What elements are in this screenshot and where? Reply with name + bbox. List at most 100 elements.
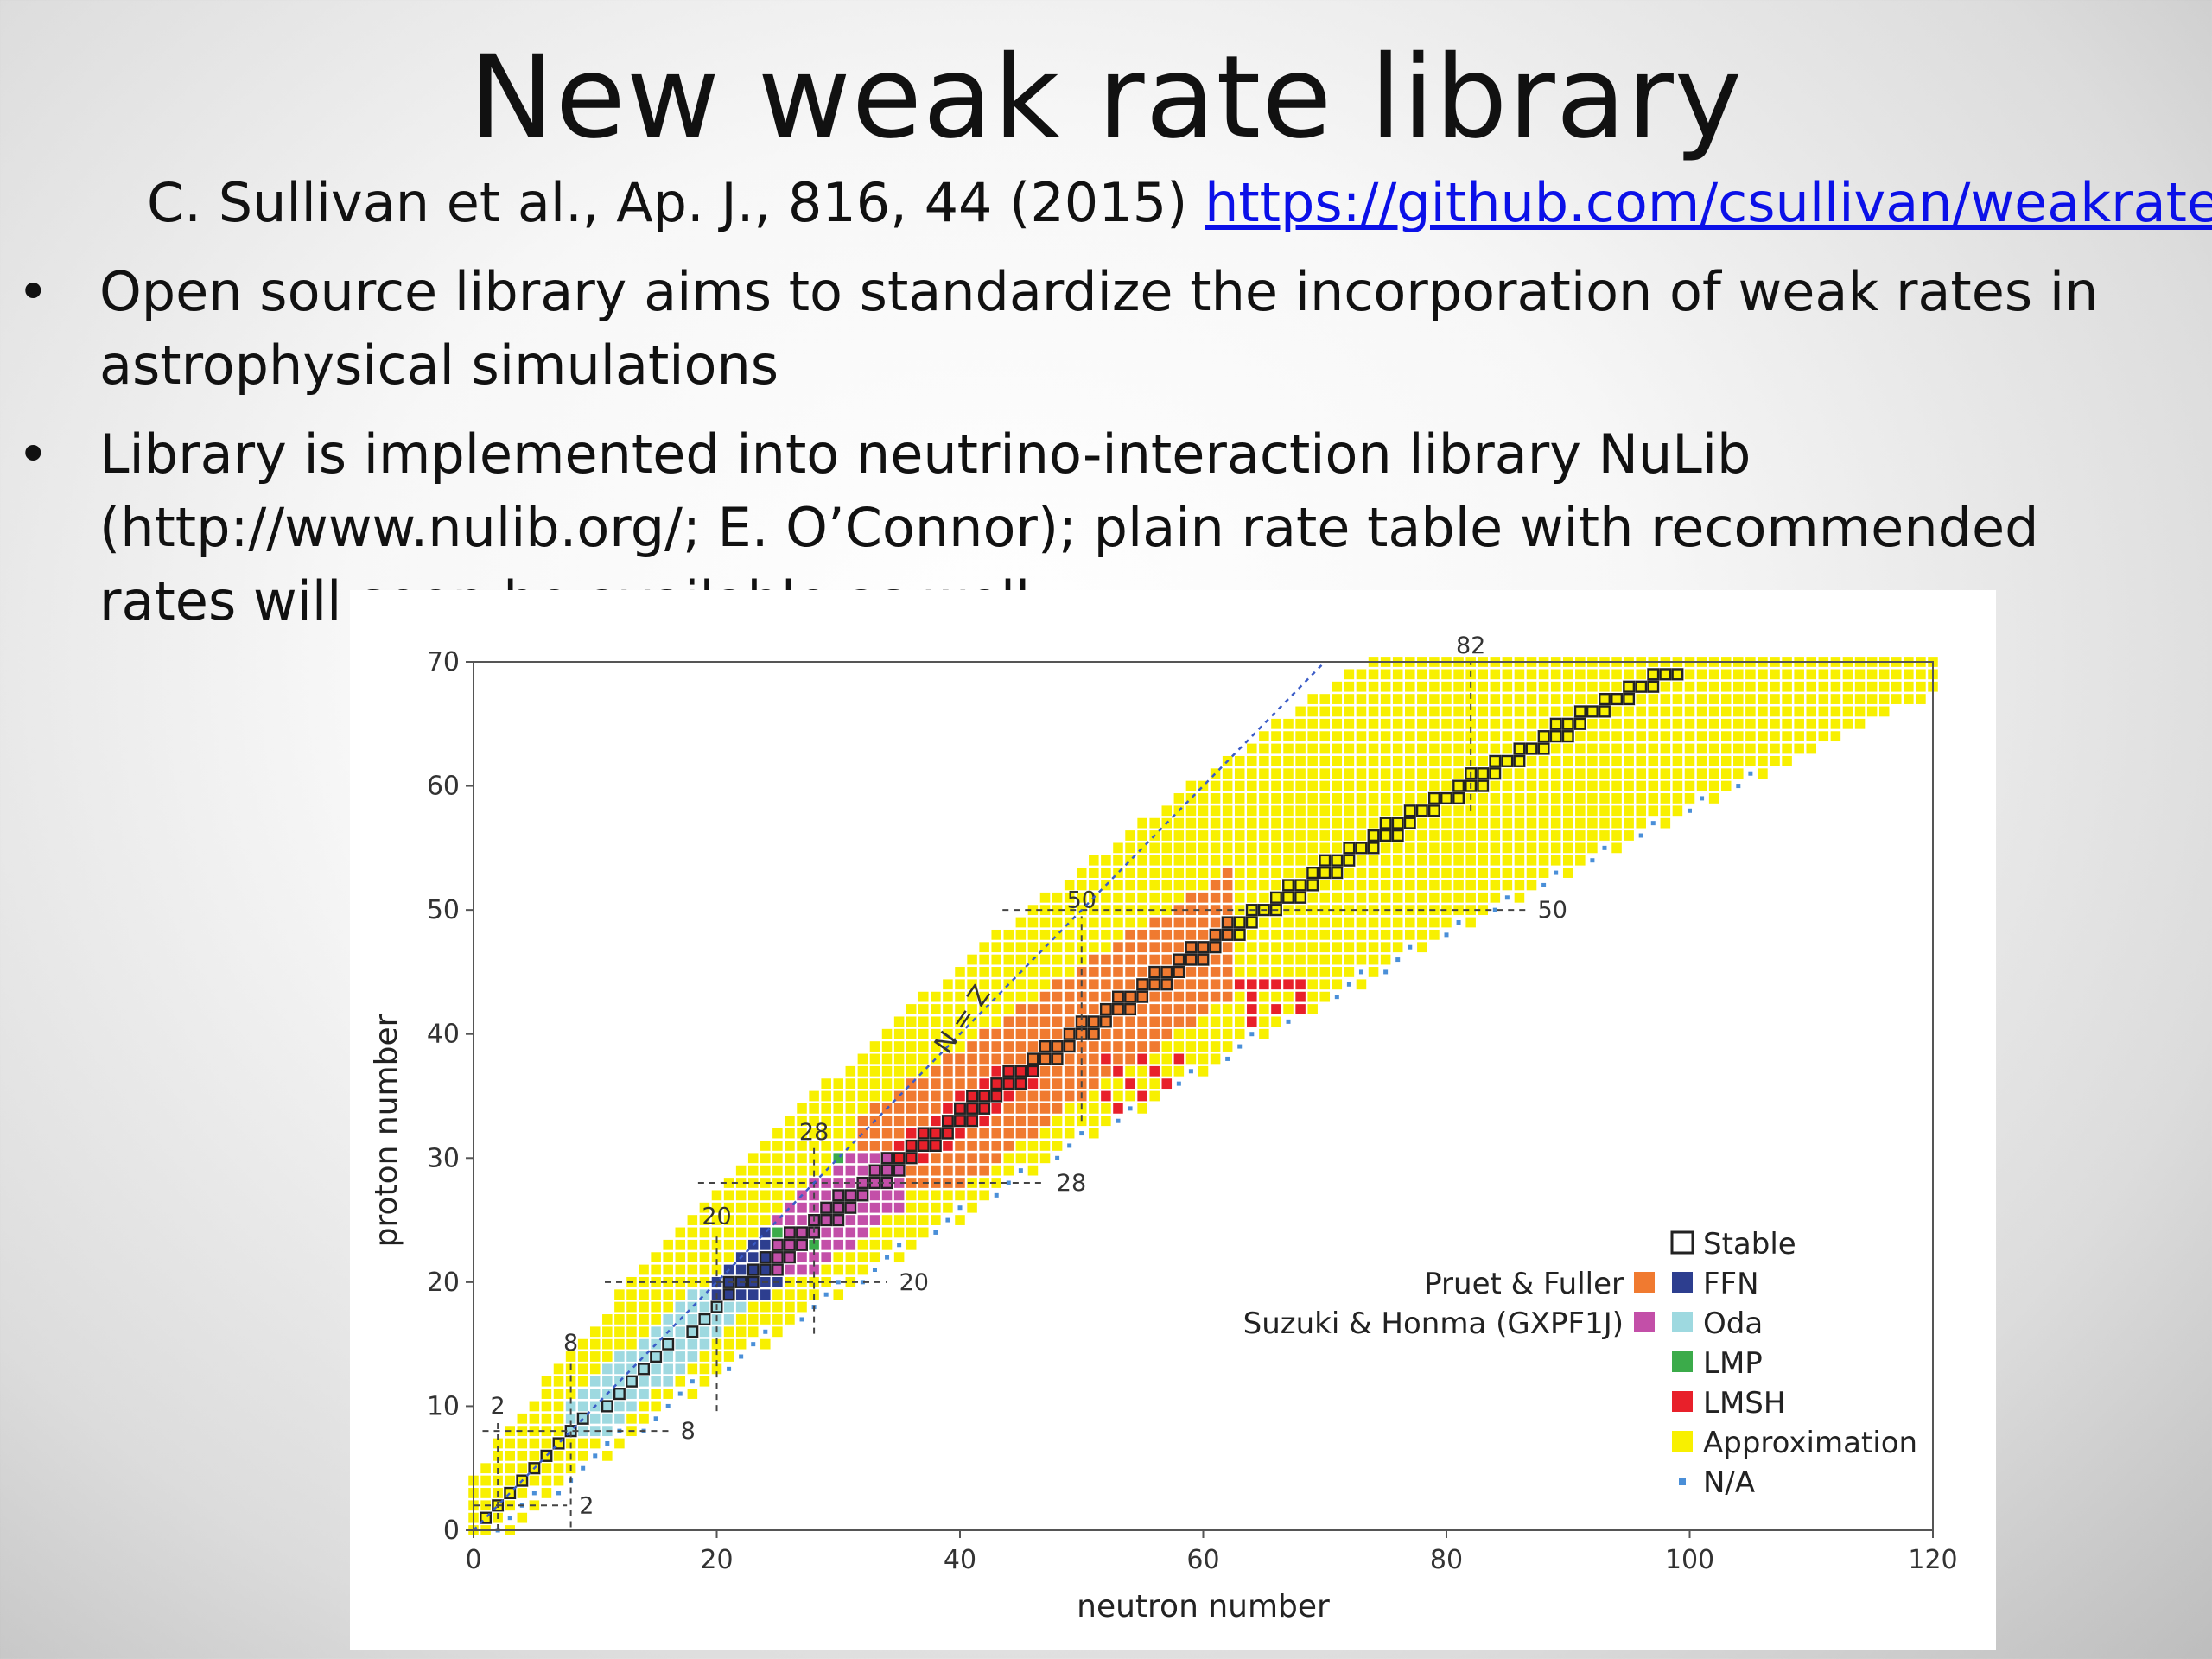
stable-nuclide [1282,891,1294,904]
nuclide-cell [651,1289,661,1300]
nuclide-cell [893,1227,905,1238]
nuclide-cell [1307,942,1318,953]
stable-nuclide [1306,879,1319,892]
nuclide-cell [1198,892,1209,903]
nuclide-cell [1149,880,1160,891]
nuclide-cell [687,1301,698,1313]
nuclide-cell [1453,706,1464,717]
stable-nuclide [1573,705,1586,718]
nuclide-cell [480,1463,491,1474]
nuclide-cell [955,1116,965,1127]
nuclide-cell [735,1239,747,1250]
nuclide-cell [1733,669,1744,680]
nuclide-cell [869,1078,880,1090]
nuclide-cell [845,1215,856,1225]
nuclide-cell [1149,967,1160,977]
nuclide-cell [1708,793,1719,804]
nuclide-cell [1441,793,1452,804]
stable-nuclide [1599,705,1611,718]
nuclide-cell [541,1413,552,1424]
stable-nuclide [1379,817,1392,830]
nuclide-cell [1332,868,1343,878]
nuclide-cell [881,1128,893,1139]
nuclide-cell [735,1314,747,1325]
nuclide-cell [797,1264,807,1275]
nuclide-cell [529,1426,540,1437]
nuclide-cell [1332,892,1343,903]
nuclide-cell [1465,842,1476,854]
stable-nuclide [1586,705,1599,718]
na-cell [1541,882,1547,887]
nuclide-cell [541,1376,552,1387]
nuclide-cell [1247,942,1257,953]
nuclide-cell [1684,706,1695,717]
nuclide-cell [906,1239,917,1250]
nuclide-cell [857,1128,868,1139]
nuclide-cell [1271,755,1281,766]
nuclide-cell [1149,991,1160,1002]
nuclide-cell [1222,830,1233,841]
bullet-text: Open source library aims to standardize … [99,260,2099,397]
github-link[interactable]: https://github.com/csullivan/weakrates [1205,171,2212,234]
nuclide-cell [955,1215,965,1225]
nuclide-cell [1696,731,1707,742]
nuclide-cell [1113,1016,1123,1027]
nuclide-cell [1027,1041,1039,1052]
na-cell [751,1342,756,1347]
nuclide-cell [1770,694,1780,704]
nuclide-cell [602,1413,613,1424]
nuclide-cell [1916,694,1926,704]
nuclide-cell [1830,718,1841,729]
nuclide-cell [943,1065,953,1077]
nuclide-cell [1283,942,1294,953]
y-tick-label: 0 [443,1516,460,1546]
legend-swatch [1672,1272,1693,1293]
nuclide-cell [931,1116,941,1127]
nuclide-cell [1271,731,1281,742]
nuclide-cell [1137,842,1147,854]
legend-label: Stable [1703,1227,1796,1262]
nuclide-cell [1247,768,1257,779]
nuclide-cell [1027,1090,1039,1102]
nuclide-cell [1441,830,1452,841]
nuclide-cell [1465,706,1476,717]
legend-label: N/A [1703,1465,1755,1500]
nuclide-cell [821,1227,831,1238]
nuclide-cell [991,991,1001,1002]
nuclide-cell [1611,830,1622,841]
y-tick-label: 20 [427,1268,460,1298]
nuclide-cell [711,1215,722,1225]
nuclide-cell [687,1276,698,1287]
nuclide-cell [1089,1128,1099,1139]
nuclide-cell [1392,830,1403,841]
nuclide-cell [1125,880,1135,891]
na-cell [507,1516,512,1521]
nuclide-cell [626,1413,637,1424]
nuclide-cell [991,1041,1001,1052]
nuclide-cell [1417,805,1427,817]
nuclide-cell [1052,1103,1063,1114]
nuclide-cell [857,1090,868,1102]
nuclide-cell [772,1252,783,1263]
nuclide-cell [1064,1065,1075,1077]
nuclide-cell [1295,942,1306,953]
nuclide-cell [1125,1004,1135,1014]
stable-nuclide [1002,1077,1015,1090]
nuclide-cell [1538,768,1549,779]
nuclide-cell [772,1141,783,1151]
nuclide-cell [1587,805,1598,817]
stable-nuclide [1561,730,1574,743]
nuclide-cell [1259,780,1269,791]
nuclide-cell [675,1289,686,1300]
nuclide-cell [1319,954,1331,965]
nuclide-cell [1368,681,1379,692]
stable-nuclide [1623,680,1636,693]
nuclide-cell [931,1078,941,1090]
stable-nuclide [698,1313,711,1326]
nuclide-cell [1198,917,1209,928]
nuclide-cell [943,1078,953,1090]
nuclide-cell [833,1227,844,1238]
stable-nuclide [880,1152,893,1165]
na-cell [994,1192,999,1198]
nuclide-cell [1039,892,1051,903]
